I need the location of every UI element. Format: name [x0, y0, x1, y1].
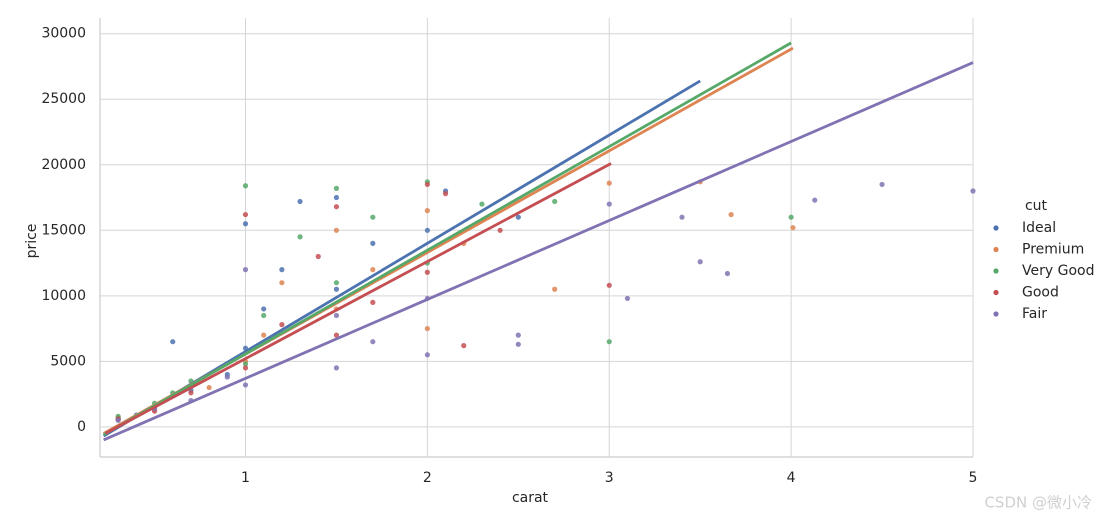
- regression-line: [102, 41, 792, 436]
- legend-marker: [993, 311, 999, 317]
- point: [970, 188, 976, 194]
- point: [461, 343, 467, 349]
- y-axis-label: price: [24, 224, 40, 259]
- point: [424, 227, 430, 233]
- point: [728, 211, 734, 218]
- legend-label: Fair: [1022, 306, 1047, 322]
- point: [224, 374, 230, 380]
- point: [424, 325, 430, 332]
- y-tick-label: 20000: [41, 157, 86, 173]
- point: [279, 280, 285, 286]
- point: [497, 227, 503, 233]
- point: [333, 280, 340, 286]
- x-axis-label: carat: [512, 490, 549, 506]
- legend-marker: [993, 268, 999, 274]
- point: [242, 267, 249, 273]
- regression-line: [104, 162, 612, 435]
- point: [606, 180, 612, 186]
- legend-label: Ideal: [1022, 220, 1056, 236]
- point: [606, 201, 612, 207]
- y-tick-label: 0: [77, 419, 86, 435]
- regression-line: [103, 61, 974, 442]
- point: [242, 211, 249, 218]
- point: [515, 341, 521, 347]
- point: [242, 183, 249, 189]
- legend-title: cut: [1025, 198, 1048, 214]
- point: [115, 417, 121, 423]
- point: [370, 267, 376, 273]
- point: [424, 181, 430, 188]
- legend-label: Good: [1022, 285, 1059, 301]
- point: [279, 322, 285, 328]
- point: [261, 332, 267, 338]
- watermark: CSDN @微小冷: [984, 494, 1092, 512]
- point: [479, 201, 485, 207]
- point: [697, 259, 703, 265]
- point: [606, 339, 612, 345]
- point: [370, 214, 376, 220]
- point: [206, 384, 212, 391]
- legend-label: Premium: [1022, 242, 1084, 258]
- point: [333, 286, 340, 292]
- point: [624, 295, 631, 302]
- point: [790, 225, 796, 231]
- point: [297, 234, 303, 240]
- point: [679, 214, 685, 220]
- point: [879, 181, 885, 188]
- point: [188, 390, 194, 396]
- point: [333, 332, 340, 338]
- point: [315, 253, 321, 260]
- point: [297, 198, 303, 205]
- point: [242, 361, 249, 367]
- point: [333, 204, 340, 210]
- y-tick-label: 10000: [41, 288, 86, 304]
- legend-marker: [993, 246, 999, 253]
- point: [424, 269, 430, 275]
- point: [242, 221, 249, 227]
- x-tick-label: 2: [423, 470, 432, 486]
- point: [424, 352, 430, 358]
- x-tick-label: 5: [969, 470, 978, 486]
- point: [170, 339, 176, 345]
- x-tick-label: 4: [787, 470, 796, 486]
- x-tick-label: 3: [605, 470, 614, 486]
- point: [333, 227, 340, 233]
- point: [279, 267, 285, 273]
- y-tick-label: 25000: [41, 91, 86, 107]
- legend-marker: [993, 289, 999, 296]
- point: [242, 382, 249, 388]
- point: [788, 214, 794, 220]
- legend-label: Very Good: [1022, 263, 1094, 279]
- y-tick-label: 5000: [50, 353, 86, 369]
- point: [515, 332, 521, 338]
- point: [261, 312, 267, 319]
- point: [242, 365, 249, 371]
- point: [261, 306, 267, 312]
- point: [333, 365, 340, 371]
- point: [442, 191, 449, 197]
- legend-marker: [993, 225, 999, 231]
- point: [812, 197, 818, 203]
- point: [424, 208, 430, 214]
- x-tick-label: 1: [241, 470, 250, 486]
- point: [552, 286, 558, 292]
- point: [370, 240, 376, 246]
- y-tick-label: 15000: [41, 222, 86, 238]
- point: [370, 339, 376, 345]
- point: [370, 299, 376, 305]
- point: [552, 198, 558, 205]
- point: [606, 282, 612, 288]
- point: [515, 214, 521, 220]
- y-tick-label: 30000: [41, 26, 86, 42]
- point: [333, 185, 340, 191]
- point: [333, 312, 340, 319]
- point: [724, 270, 731, 277]
- point: [333, 194, 340, 201]
